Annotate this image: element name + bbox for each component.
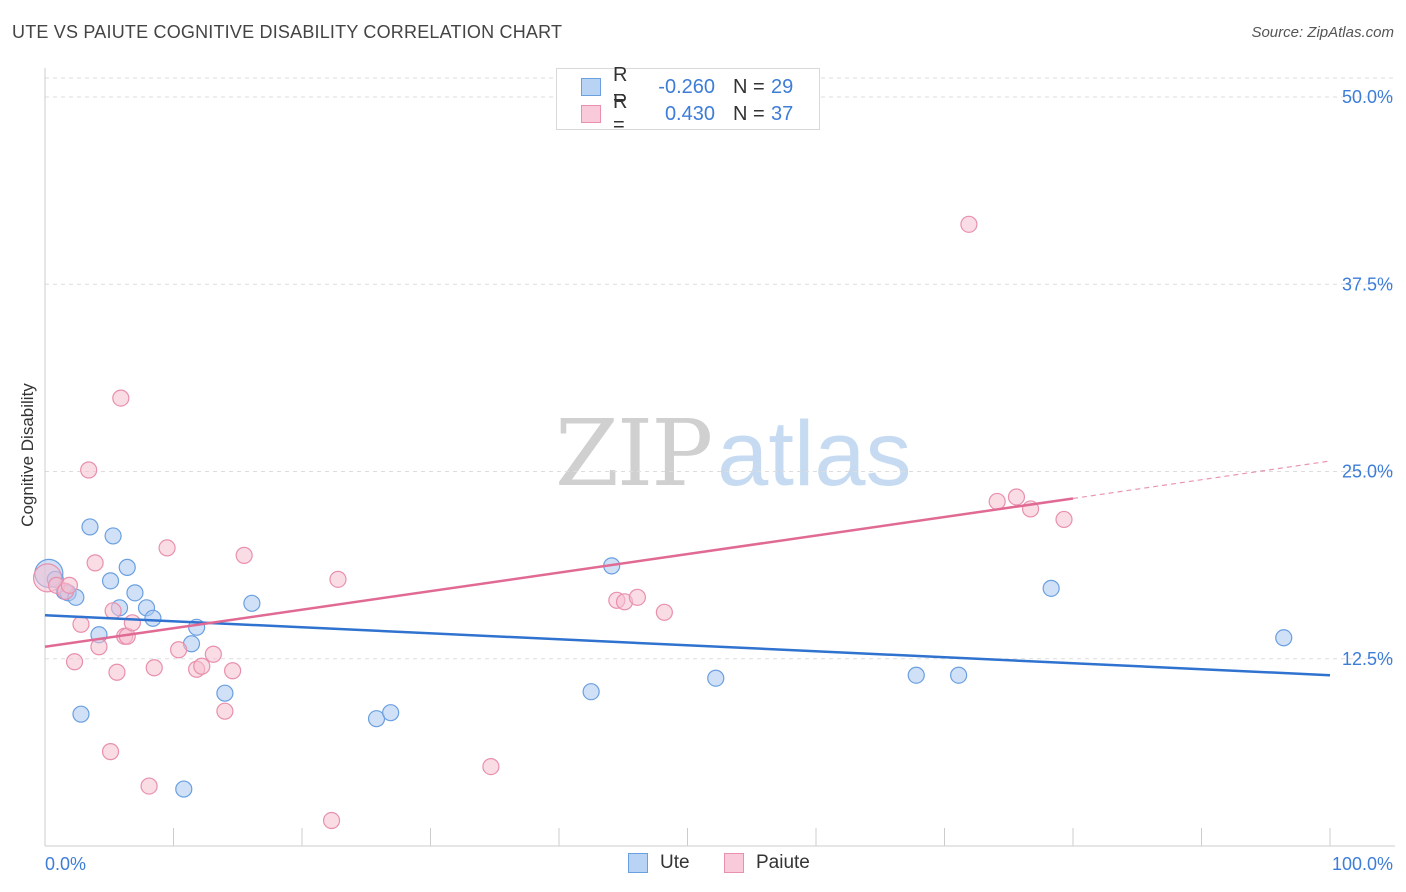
n-value: 29 (771, 75, 794, 98)
legend-row-paiute: R = 0.430 N = 37 (581, 91, 794, 136)
y-tick-label: 37.5% (1342, 274, 1393, 294)
paiute-point (655, 603, 673, 621)
ute-point (950, 666, 968, 684)
paiute-point (988, 492, 1006, 511)
paiute-swatch (724, 853, 744, 873)
paiute-point (1055, 510, 1073, 529)
ute-point (126, 584, 144, 602)
ute-point (81, 518, 99, 536)
ute-swatch (628, 853, 648, 873)
legend-row-ute: R = -0.260 N = 29 (581, 64, 794, 109)
paiute-point (322, 811, 341, 830)
paiute-point (482, 758, 500, 776)
ute-point (216, 684, 234, 702)
paiute-point (104, 602, 122, 620)
n-label: N = (733, 75, 765, 98)
paiute-point (112, 389, 130, 407)
n-label: N = (733, 102, 765, 125)
y-tick-label: 50.0% (1342, 87, 1393, 107)
ute-swatch (581, 78, 601, 96)
ute-trend-line (44, 614, 1331, 677)
y-axis-label: Cognitive Disability (18, 383, 37, 527)
y-tick-label: 25.0% (1342, 462, 1393, 482)
paiute-point (204, 645, 222, 663)
ute-point (72, 705, 90, 723)
points-layer (32, 215, 1293, 830)
ute-point (175, 780, 193, 798)
paiute-point (108, 663, 126, 681)
ute-point (382, 704, 400, 722)
bottom-legend-ute: Ute (628, 852, 690, 874)
paiute-point (101, 743, 120, 761)
paiute-point (235, 546, 253, 564)
ute-point (1275, 629, 1293, 647)
paiute-point (123, 614, 141, 632)
paiute-point (329, 570, 347, 588)
paiute-point (170, 641, 188, 659)
chart-title: UTE VS PAIUTE COGNITIVE DISABILITY CORRE… (12, 22, 563, 42)
paiute-point (960, 215, 978, 233)
paiute-label: Paiute (756, 852, 810, 873)
ute-label: Ute (660, 852, 690, 873)
y-tick-label: 12.5% (1342, 649, 1393, 669)
x-tick-label: 100.0% (1332, 854, 1393, 874)
watermark: ZIPatlas (555, 400, 912, 507)
paiute-point (628, 588, 646, 606)
bottom-legend-paiute: Paiute (724, 852, 810, 874)
correlation-legend: R = -0.260 N = 29 R = 0.430 N = 37 (556, 64, 820, 136)
ute-point (707, 669, 725, 687)
paiute-point (1007, 488, 1026, 506)
r-label: R = (613, 64, 628, 109)
paiute-point (140, 777, 158, 795)
trend-layer (44, 460, 1331, 677)
axes-layer (44, 68, 1395, 847)
n-value: 37 (771, 102, 794, 125)
paiute-point (80, 461, 98, 479)
grid-layer (45, 77, 1395, 660)
ute-point (1042, 579, 1060, 597)
tick-label-layer: 12.5% 25.0% 37.5% 50.0% 0.0% 100.0% (45, 87, 1393, 874)
r-label: R = (613, 91, 628, 136)
paiute-swatch (581, 105, 601, 123)
source-credit: Source: ZipAtlas.com (1251, 24, 1394, 41)
paiute-point (72, 615, 90, 633)
watermark-atlas: atlas (717, 403, 912, 505)
ute-point (243, 594, 261, 612)
watermark-zip: ZIP (555, 400, 713, 507)
ute-point (104, 527, 122, 545)
paiute-point (90, 638, 108, 656)
paiute-trend-extension (1072, 460, 1331, 500)
paiute-trend-line (44, 497, 1074, 649)
ute-point (118, 558, 136, 576)
paiute-point (145, 659, 163, 677)
paiute-point (158, 539, 176, 557)
paiute-point (60, 576, 79, 594)
ute-point (144, 609, 162, 627)
x-tick-label: 0.0% (45, 854, 86, 874)
paiute-point (216, 702, 234, 720)
ute-point (582, 683, 600, 701)
paiute-point (65, 653, 84, 671)
r-value: 0.430 (664, 102, 715, 125)
ute-point (907, 666, 925, 684)
r-value: -0.260 (658, 75, 715, 98)
ute-point (101, 572, 120, 590)
paiute-point (193, 657, 211, 675)
paiute-point (224, 662, 242, 680)
paiute-point (86, 554, 104, 572)
